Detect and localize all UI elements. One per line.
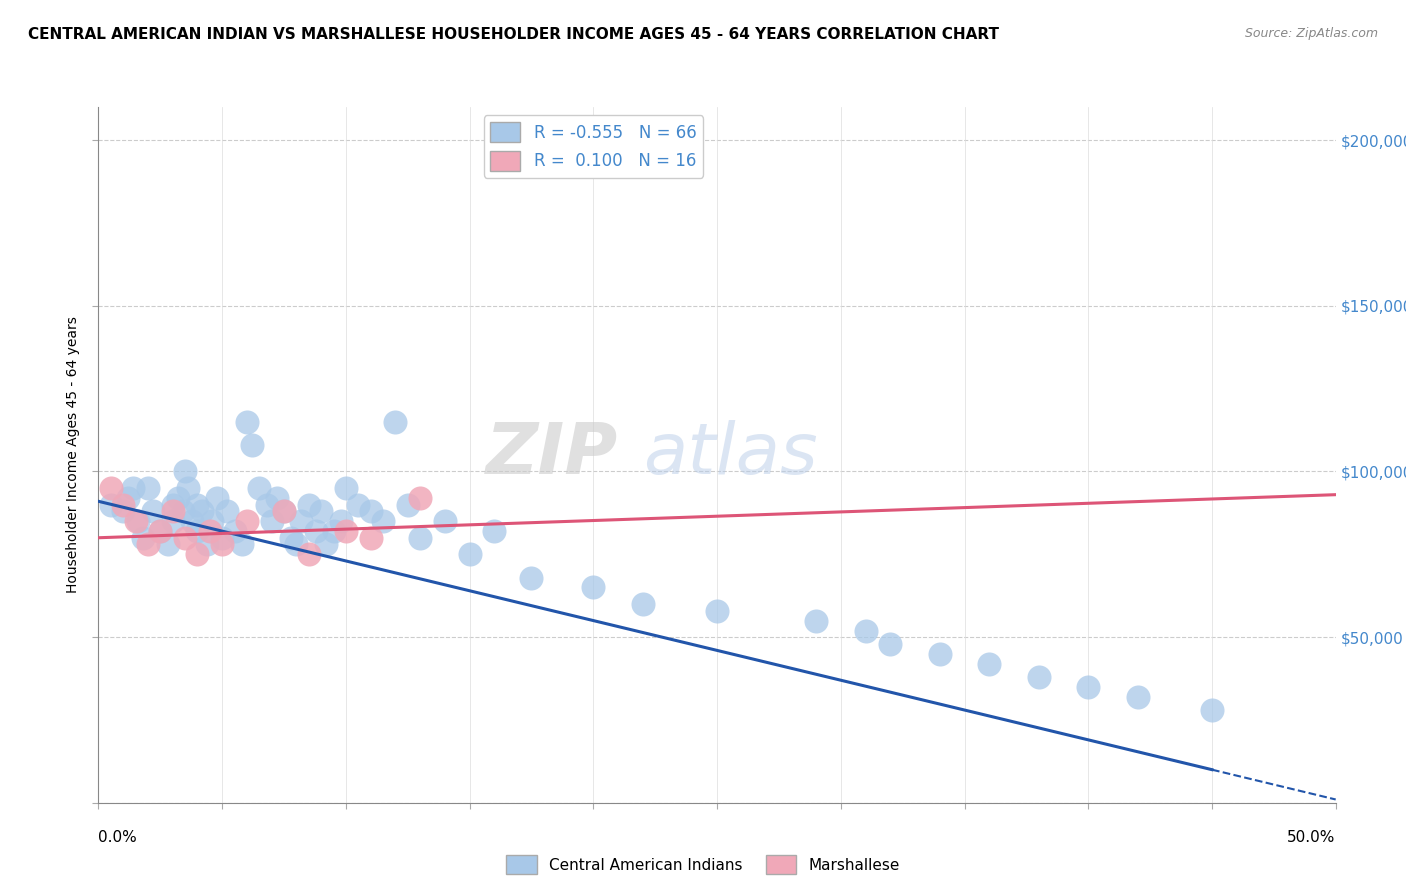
Point bbox=[136, 537, 159, 551]
Point bbox=[162, 504, 184, 518]
Text: 50.0%: 50.0% bbox=[1288, 830, 1336, 845]
Point bbox=[979, 657, 1001, 671]
Point bbox=[186, 498, 208, 512]
Point bbox=[136, 481, 159, 495]
Point bbox=[174, 531, 197, 545]
Point bbox=[273, 504, 295, 518]
Text: atlas: atlas bbox=[643, 420, 817, 490]
Point bbox=[298, 547, 321, 561]
Point bbox=[186, 547, 208, 561]
Point bbox=[100, 481, 122, 495]
Point bbox=[879, 637, 901, 651]
Point bbox=[360, 504, 382, 518]
Point bbox=[166, 491, 188, 505]
Text: ZIP: ZIP bbox=[486, 420, 619, 490]
Point bbox=[186, 524, 208, 538]
Point bbox=[149, 524, 172, 538]
Point bbox=[100, 498, 122, 512]
Point bbox=[198, 524, 221, 538]
Point bbox=[122, 481, 145, 495]
Point bbox=[273, 504, 295, 518]
Point bbox=[162, 498, 184, 512]
Point bbox=[582, 581, 605, 595]
Point bbox=[191, 504, 214, 518]
Point bbox=[112, 504, 135, 518]
Point bbox=[706, 604, 728, 618]
Point bbox=[195, 537, 218, 551]
Text: 0.0%: 0.0% bbox=[98, 830, 138, 845]
Point bbox=[329, 514, 352, 528]
Point bbox=[285, 537, 308, 551]
Point bbox=[174, 465, 197, 479]
Point bbox=[409, 531, 432, 545]
Point bbox=[217, 504, 239, 518]
Point bbox=[631, 597, 654, 611]
Point bbox=[484, 524, 506, 538]
Point bbox=[256, 498, 278, 512]
Point bbox=[162, 514, 184, 528]
Point bbox=[335, 481, 357, 495]
Point bbox=[1077, 680, 1099, 694]
Point bbox=[176, 481, 198, 495]
Point bbox=[1201, 703, 1223, 717]
Point bbox=[280, 531, 302, 545]
Point bbox=[1126, 690, 1149, 704]
Point bbox=[236, 415, 259, 429]
Point bbox=[149, 524, 172, 538]
Point bbox=[433, 514, 456, 528]
Point bbox=[290, 514, 312, 528]
Point bbox=[211, 531, 233, 545]
Text: CENTRAL AMERICAN INDIAN VS MARSHALLESE HOUSEHOLDER INCOME AGES 45 - 64 YEARS COR: CENTRAL AMERICAN INDIAN VS MARSHALLESE H… bbox=[28, 27, 1000, 42]
Point bbox=[260, 514, 283, 528]
Point bbox=[928, 647, 950, 661]
Legend: R = -0.555   N = 66, R =  0.100   N = 16: R = -0.555 N = 66, R = 0.100 N = 16 bbox=[484, 115, 703, 178]
Point bbox=[1028, 670, 1050, 684]
Point bbox=[360, 531, 382, 545]
Point bbox=[335, 524, 357, 538]
Point bbox=[231, 537, 253, 551]
Point bbox=[132, 531, 155, 545]
Point bbox=[458, 547, 481, 561]
Point bbox=[804, 614, 827, 628]
Point bbox=[520, 570, 543, 584]
Point bbox=[384, 415, 406, 429]
Point bbox=[201, 514, 224, 528]
Point bbox=[247, 481, 270, 495]
Point bbox=[409, 491, 432, 505]
Point bbox=[315, 537, 337, 551]
Point bbox=[236, 514, 259, 528]
Point bbox=[309, 504, 332, 518]
Point bbox=[124, 514, 146, 528]
Point bbox=[298, 498, 321, 512]
Point bbox=[142, 504, 165, 518]
Point bbox=[224, 524, 246, 538]
Point bbox=[266, 491, 288, 505]
Point bbox=[211, 537, 233, 551]
Text: Source: ZipAtlas.com: Source: ZipAtlas.com bbox=[1244, 27, 1378, 40]
Point bbox=[305, 524, 328, 538]
Point bbox=[112, 498, 135, 512]
Point bbox=[156, 537, 179, 551]
Point bbox=[240, 438, 263, 452]
Point bbox=[117, 491, 139, 505]
Point bbox=[396, 498, 419, 512]
Point bbox=[181, 514, 204, 528]
Point bbox=[322, 524, 344, 538]
Point bbox=[172, 504, 194, 518]
Point bbox=[855, 624, 877, 638]
Y-axis label: Householder Income Ages 45 - 64 years: Householder Income Ages 45 - 64 years bbox=[66, 317, 80, 593]
Point bbox=[347, 498, 370, 512]
Legend: Central American Indians, Marshallese: Central American Indians, Marshallese bbox=[501, 849, 905, 880]
Point bbox=[205, 491, 228, 505]
Point bbox=[371, 514, 394, 528]
Point bbox=[127, 514, 149, 528]
